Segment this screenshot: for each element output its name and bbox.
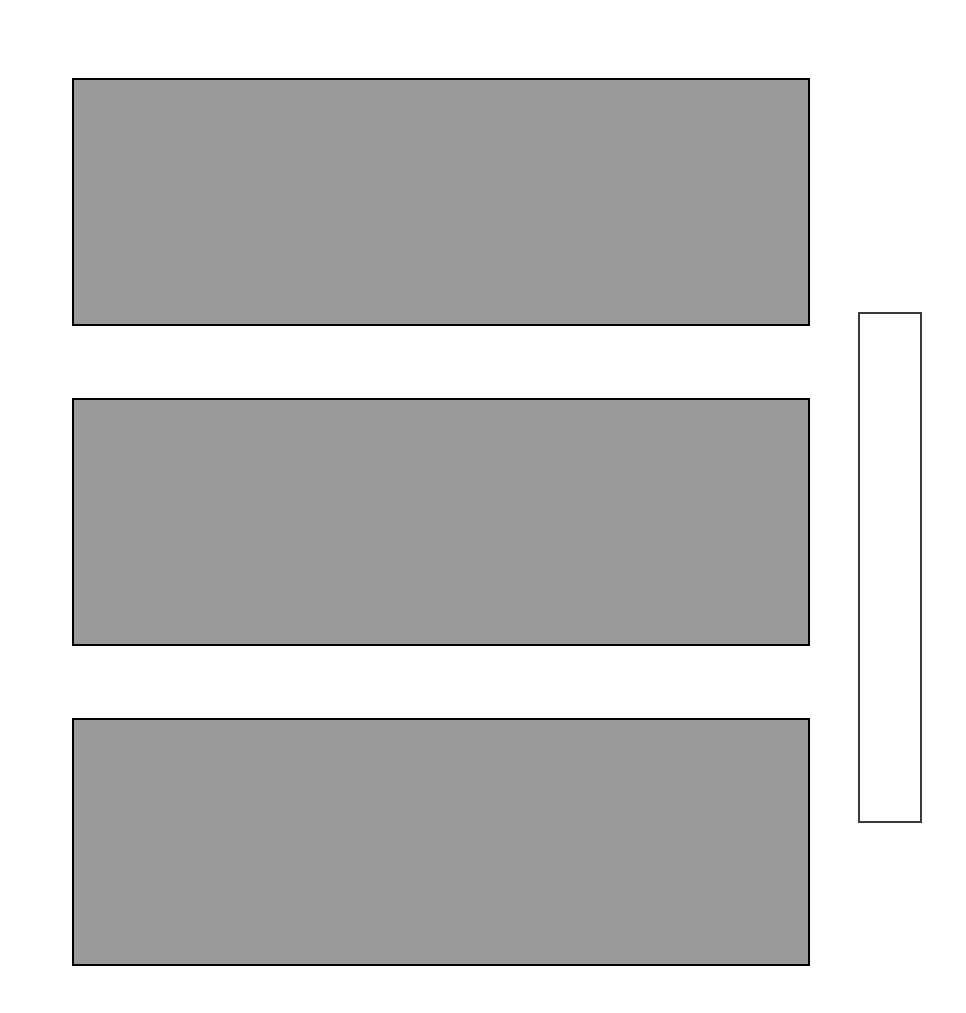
olr-field-2: [74, 400, 808, 644]
map-panel-2[interactable]: [72, 398, 810, 646]
colorbar[interactable]: [858, 312, 922, 823]
olr-field-3: [74, 720, 808, 964]
map-panel-1[interactable]: [72, 78, 810, 326]
map-panel-3[interactable]: [72, 718, 810, 966]
olr-field-1: [74, 80, 808, 324]
